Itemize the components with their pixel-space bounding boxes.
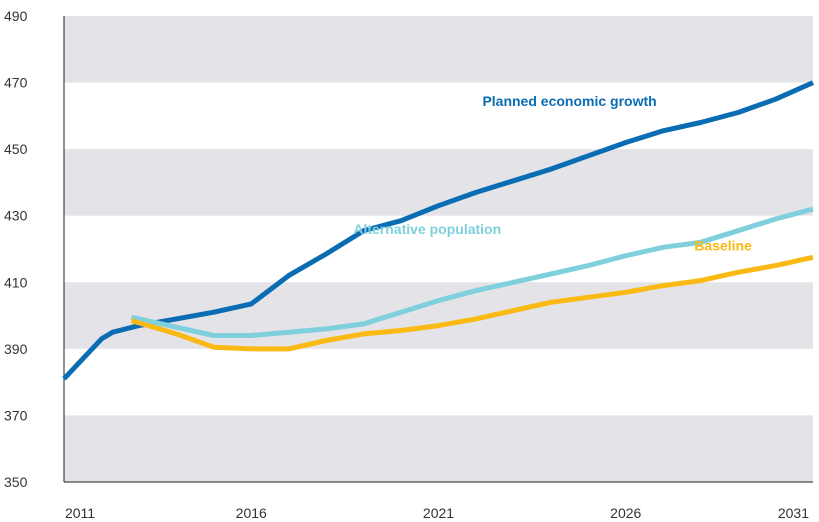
series-label-2: Alternative population: [353, 221, 501, 237]
axes: [63, 16, 813, 483]
y-tick-label: 450: [4, 141, 28, 157]
series-lines: [62, 80, 815, 381]
x-tick-label: 2026: [610, 505, 641, 521]
x-tick-label: 2016: [236, 505, 267, 521]
y-tick-label: 390: [4, 341, 28, 357]
y-tick-labels: 490 470 450 430 410 390 370 350: [4, 8, 28, 490]
grid-band: [64, 282, 813, 349]
series-line-2: [130, 206, 814, 338]
grid-bands: [64, 16, 813, 482]
series-labels: Planned economic growth Alternative popul…: [353, 93, 752, 254]
y-tick-label: 370: [4, 407, 28, 423]
y-tick-label: 350: [4, 474, 28, 490]
y-tick-label: 490: [4, 8, 28, 24]
y-tick-label: 470: [4, 75, 28, 91]
x-tick-label: 2011: [65, 505, 95, 521]
grid-band: [64, 16, 813, 83]
y-tick-label: 410: [4, 274, 28, 290]
x-tick-labels: 2011 2016 2021 2026 2031: [65, 505, 809, 521]
grid-band: [64, 415, 813, 482]
y-tick-label: 430: [4, 208, 28, 224]
series-line-3: [130, 254, 814, 352]
x-tick-label: 2031: [778, 505, 809, 521]
x-tick-label: 2021: [423, 505, 454, 521]
series-label-3: Baseline: [694, 238, 752, 254]
series-label-1: Planned economic growth: [482, 93, 656, 109]
